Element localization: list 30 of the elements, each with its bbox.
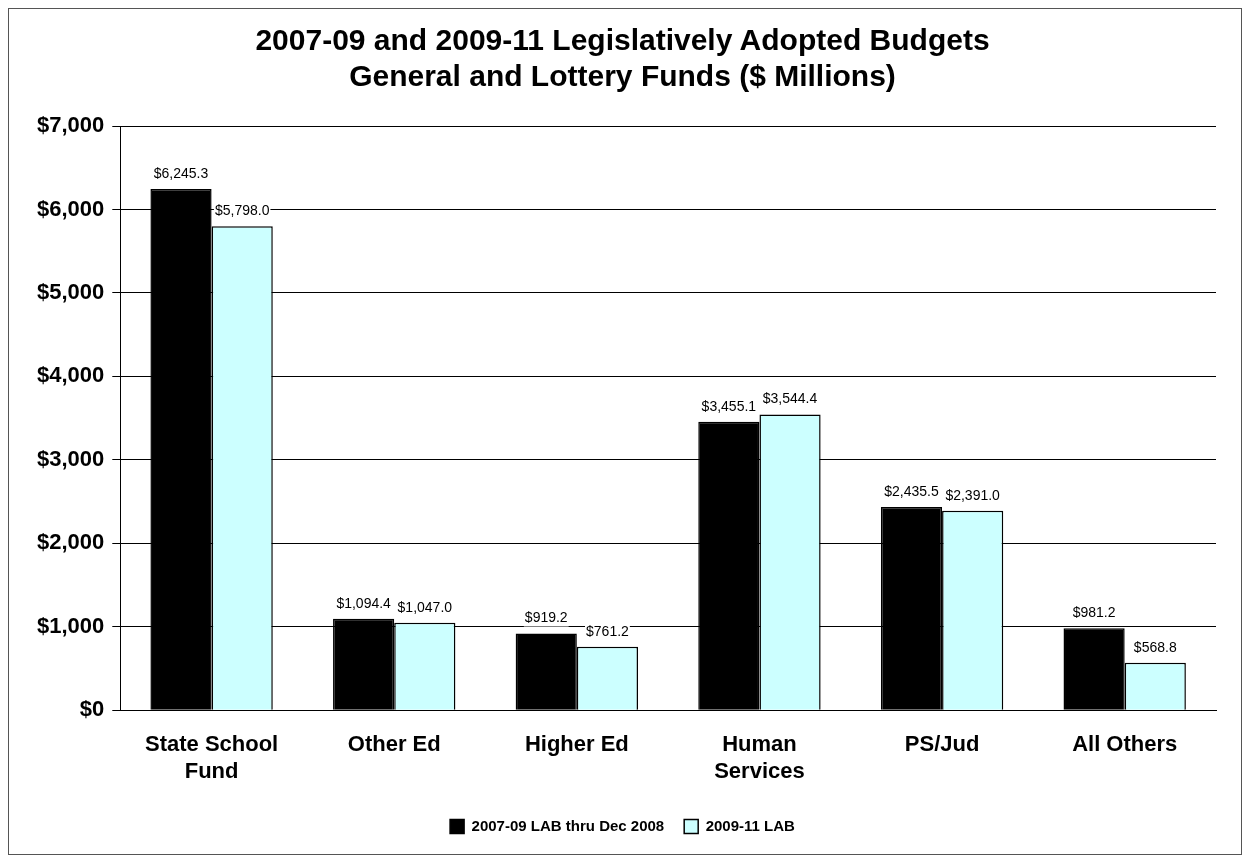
- y-tick-label: $6,000: [36, 195, 105, 221]
- x-tick-label: Human Services: [714, 731, 805, 783]
- text: General and Lottery Funds ($ Millions): [349, 59, 896, 93]
- data-label: $3,455.1: [701, 397, 757, 414]
- data-label: $5,798.0: [214, 202, 270, 219]
- y-tick-label: $7,000: [36, 112, 105, 138]
- y-tick-label: $0: [79, 696, 105, 722]
- data-label: $919.2: [524, 609, 568, 626]
- y-tick-label: $5,000: [36, 278, 105, 304]
- data-label: $6,245.3: [153, 164, 209, 181]
- data-label: $568.8: [1133, 638, 1177, 655]
- y-tick-label: $4,000: [36, 362, 105, 388]
- y-tick-label: $2,000: [36, 529, 105, 555]
- data-label: $981.2: [1072, 604, 1116, 621]
- y-tick-label: $3,000: [36, 445, 105, 471]
- x-tick-label: Other Ed: [347, 731, 441, 757]
- data-label: $1,047.0: [397, 598, 453, 615]
- data-label: $2,391.0: [945, 486, 1001, 503]
- legend-label: 2009-11 LAB: [705, 816, 796, 834]
- x-tick-label: PS/Jud: [904, 731, 980, 757]
- legend-label: 2007-09 LAB thru Dec 2008: [471, 816, 665, 834]
- data-label: $3,544.4: [762, 390, 818, 407]
- data-label: $761.2: [586, 622, 630, 639]
- text: 2007-09 and 2009-11 Legislatively Adopted Budgets: [255, 23, 990, 57]
- data-label: $2,435.5: [884, 482, 939, 499]
- x-tick-label: State School Fund: [144, 731, 279, 783]
- data-label: $1,094.4: [336, 594, 392, 611]
- x-tick-label: All Others: [1072, 731, 1178, 757]
- y-tick-label: $1,000: [36, 612, 105, 638]
- x-tick-label: Higher Ed: [524, 731, 629, 757]
